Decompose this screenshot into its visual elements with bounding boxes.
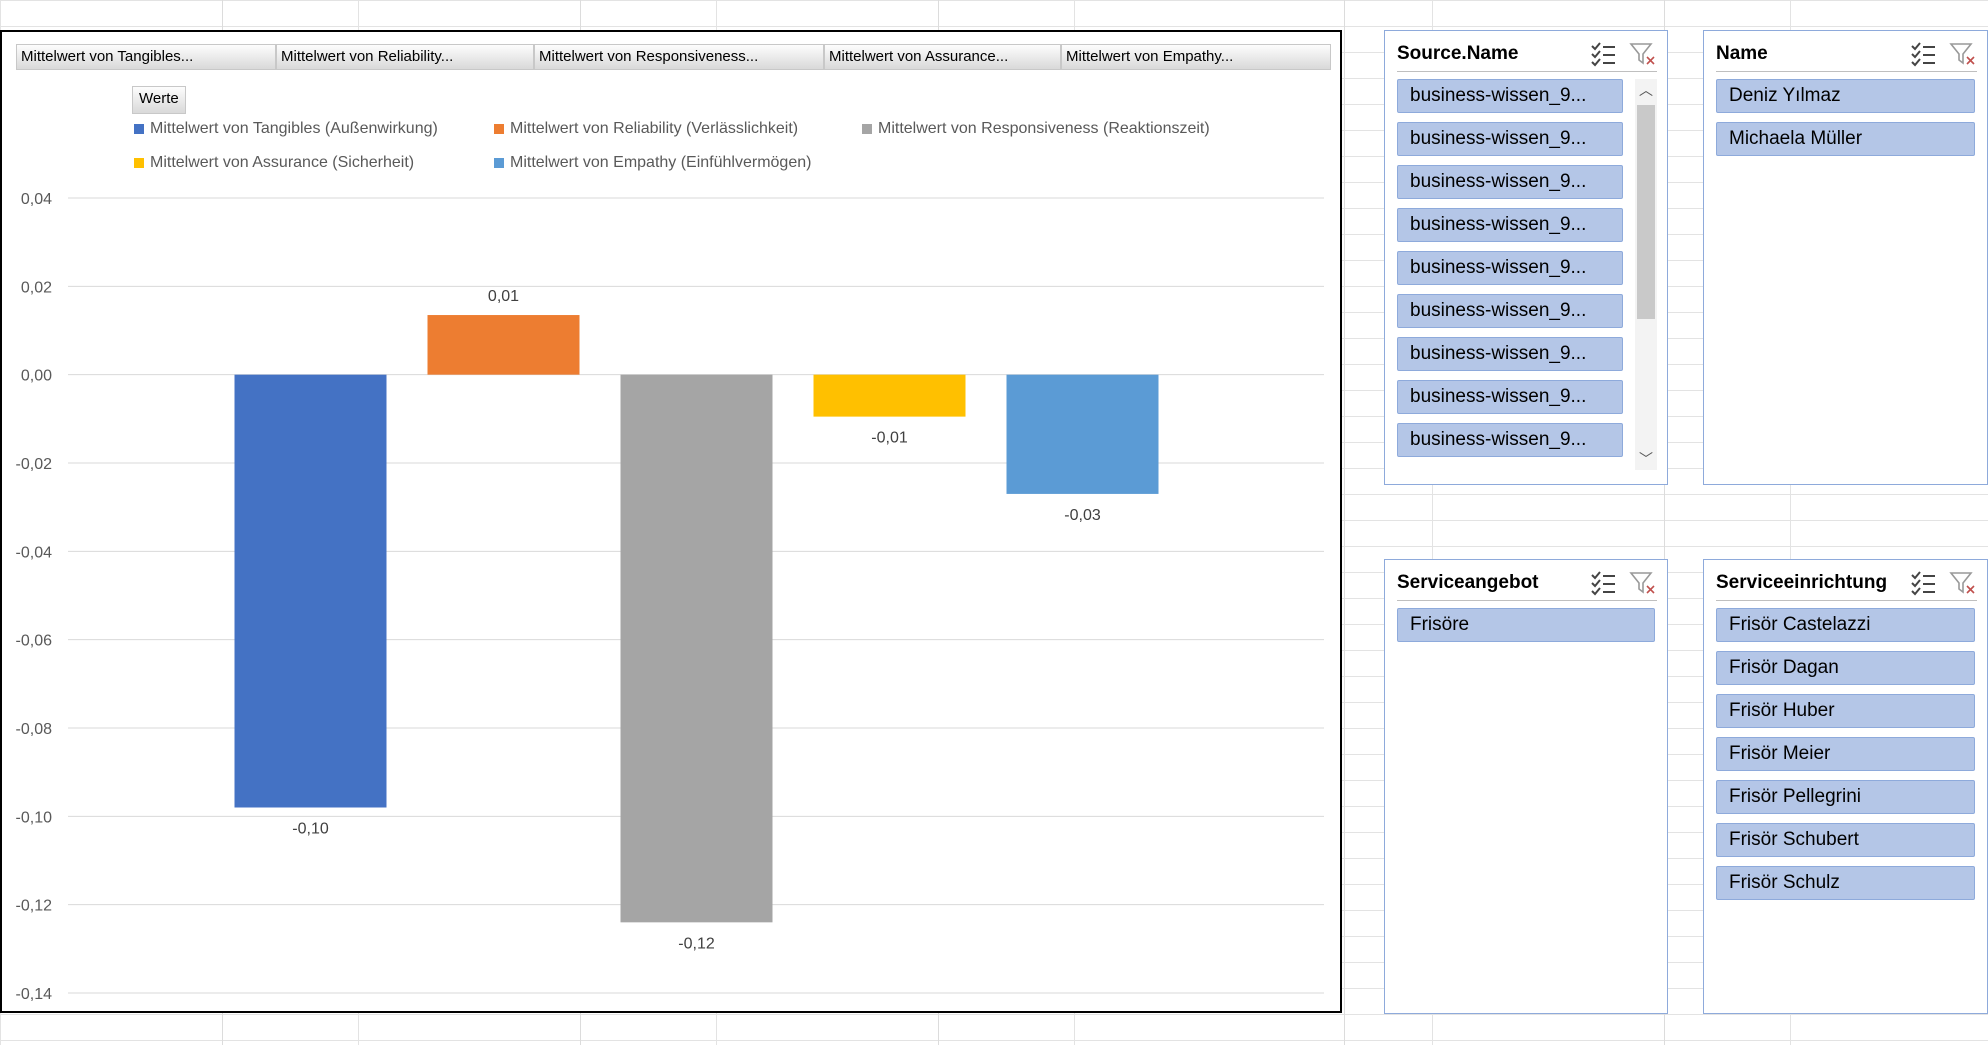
legend-swatch xyxy=(134,124,144,134)
data-label: -0,10 xyxy=(292,821,329,838)
clear-filter-icon[interactable] xyxy=(1949,570,1977,596)
slicer-item[interactable]: business-wissen_9... xyxy=(1397,122,1623,156)
field-button-empathy[interactable]: Mittelwert von Empathy... xyxy=(1061,44,1331,70)
legend-entry-reliability: Mittelwert von Reliability (Verlässlichk… xyxy=(494,120,798,138)
data-label: -0,03 xyxy=(1064,507,1101,524)
slicer-item[interactable]: Frisör Meier xyxy=(1716,737,1975,771)
y-tick-label: -0,08 xyxy=(16,721,53,738)
slicer-items: Frisöre xyxy=(1397,608,1655,1005)
slicer-serviceangebot[interactable]: Serviceangebot Frisöre xyxy=(1384,559,1668,1014)
slicer-header: Serviceangebot xyxy=(1397,566,1657,601)
slicer-source-name[interactable]: Source.Name business-wissen_9... business… xyxy=(1384,30,1668,485)
pivot-chart[interactable]: Mittelwert von Tangibles... Mittelwert v… xyxy=(0,30,1342,1013)
slicer-item[interactable]: business-wissen_9... xyxy=(1397,380,1623,414)
bar-2 xyxy=(427,315,580,375)
legend-entry-assurance: Mittelwert von Assurance (Sicherheit) xyxy=(134,154,414,172)
data-label: -0,12 xyxy=(678,935,715,952)
slicer-item[interactable]: Frisör Dagan xyxy=(1716,651,1975,685)
y-tick-label: -0,02 xyxy=(16,456,53,473)
clear-filter-icon[interactable] xyxy=(1949,41,1977,67)
legend-entry-responsiveness: Mittelwert von Responsiveness (Reaktions… xyxy=(862,120,1210,138)
legend-entry-empathy: Mittelwert von Empathy (Einfühlvermögen) xyxy=(494,154,811,172)
slicer-item[interactable]: business-wissen_9... xyxy=(1397,208,1623,242)
multi-select-icon[interactable] xyxy=(1909,570,1937,596)
slicer-scrollbar[interactable]: ︿ ﹀ xyxy=(1635,79,1657,470)
legend-swatch xyxy=(494,124,504,134)
y-tick-label: 0,02 xyxy=(21,279,52,296)
slicer-item[interactable]: Frisöre xyxy=(1397,608,1655,642)
legend-swatch xyxy=(134,158,144,168)
bar-5 xyxy=(1006,374,1159,494)
legend-swatch xyxy=(862,124,872,134)
y-tick-label: -0,14 xyxy=(16,986,53,1003)
slicer-title: Name xyxy=(1716,43,1768,64)
clear-filter-icon[interactable] xyxy=(1629,570,1657,596)
slicer-item[interactable]: business-wissen_9... xyxy=(1397,294,1623,328)
slicer-item[interactable]: Frisör Huber xyxy=(1716,694,1975,728)
scroll-thumb[interactable] xyxy=(1637,105,1655,319)
multi-select-icon[interactable] xyxy=(1589,41,1617,67)
slicer-item[interactable]: Frisör Castelazzi xyxy=(1716,608,1975,642)
slicer-item[interactable]: Frisör Pellegrini xyxy=(1716,780,1975,814)
multi-select-icon[interactable] xyxy=(1909,41,1937,67)
scroll-down-icon[interactable]: ﹀ xyxy=(1639,451,1653,467)
slicer-header: Name xyxy=(1716,37,1977,72)
slicer-items: Frisör Castelazzi Frisör Dagan Frisör Hube… xyxy=(1716,608,1975,1005)
y-tick-label: -0,12 xyxy=(16,898,53,915)
slicer-item[interactable]: business-wissen_9... xyxy=(1397,79,1623,113)
bar-3 xyxy=(620,374,773,923)
field-button-tangibles[interactable]: Mittelwert von Tangibles... xyxy=(16,44,276,70)
legend-label: Mittelwert von Empathy (Einfühlvermögen) xyxy=(510,154,812,171)
data-label: 0,01 xyxy=(488,288,519,305)
y-tick-label: 0,00 xyxy=(21,368,52,385)
field-button-responsiveness[interactable]: Mittelwert von Responsiveness... xyxy=(534,44,824,70)
slicer-title: Serviceeinrichtung xyxy=(1716,572,1888,593)
slicer-item[interactable]: Frisör Schubert xyxy=(1716,823,1975,857)
field-button-reliability[interactable]: Mittelwert von Reliability... xyxy=(276,44,534,70)
clear-filter-icon[interactable] xyxy=(1629,41,1657,67)
slicer-item[interactable]: Deniz Yılmaz xyxy=(1716,79,1975,113)
legend-entry-tangibles: Mittelwert von Tangibles (Außenwirkung) xyxy=(134,120,438,138)
slicer-header: Source.Name xyxy=(1397,37,1657,72)
y-tick-label: -0,10 xyxy=(16,809,53,826)
slicer-serviceeinrichtung[interactable]: Serviceeinrichtung Frisör Castelazzi Fris… xyxy=(1703,559,1988,1014)
slicer-name[interactable]: Name Deniz Yılmaz Michaela Müller xyxy=(1703,30,1988,485)
legend-label: Mittelwert von Tangibles (Außenwirkung) xyxy=(150,120,438,137)
scroll-up-icon[interactable]: ︿ xyxy=(1639,82,1653,98)
slicer-items: business-wissen_9... business-wissen_9...… xyxy=(1397,79,1623,476)
legend-label: Mittelwert von Assurance (Sicherheit) xyxy=(150,154,415,171)
field-button-assurance[interactable]: Mittelwert von Assurance... xyxy=(824,44,1061,70)
slicer-item[interactable]: business-wissen_9... xyxy=(1397,251,1623,285)
legend-label: Mittelwert von Responsiveness (Reaktions… xyxy=(878,120,1210,137)
slicer-title: Source.Name xyxy=(1397,43,1519,64)
slicer-item[interactable]: business-wissen_9... xyxy=(1397,423,1623,457)
chart-field-buttons: Mittelwert von Tangibles... Mittelwert v… xyxy=(16,44,1331,70)
bar-4 xyxy=(813,374,966,417)
legend-label: Mittelwert von Reliability (Verlässlichk… xyxy=(510,120,799,137)
y-tick-label: -0,06 xyxy=(16,633,53,650)
slicer-items: Deniz Yılmaz Michaela Müller xyxy=(1716,79,1975,476)
y-tick-label: -0,04 xyxy=(16,544,53,561)
slicer-title: Serviceangebot xyxy=(1397,572,1539,593)
slicer-item[interactable]: business-wissen_9... xyxy=(1397,165,1623,199)
slicer-header: Serviceeinrichtung xyxy=(1716,566,1977,601)
y-tick-label: 0,04 xyxy=(21,191,52,208)
plot-area: 0,04 0,02 0,00 -0,02 -0,04 -0,06 -0,08 -0,10 -0,… xyxy=(16,191,1324,1003)
slicer-item[interactable]: Frisör Schulz xyxy=(1716,866,1975,900)
multi-select-icon[interactable] xyxy=(1589,570,1617,596)
legend-swatch xyxy=(494,158,504,168)
slicer-item[interactable]: business-wissen_9... xyxy=(1397,337,1623,371)
slicer-item[interactable]: Michaela Müller xyxy=(1716,122,1975,156)
bar-1 xyxy=(234,374,387,808)
werte-field-button[interactable]: Werte xyxy=(132,86,186,114)
data-label: -0,01 xyxy=(871,430,908,447)
